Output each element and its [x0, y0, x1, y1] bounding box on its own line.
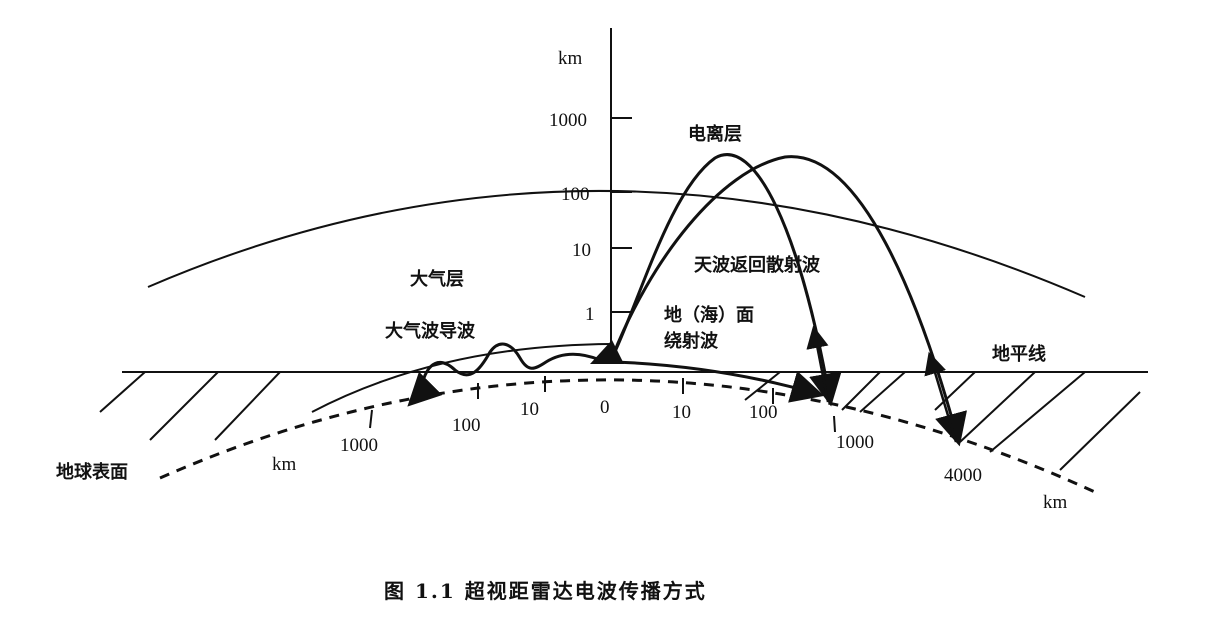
label-horizon: 地平线 — [992, 343, 1046, 365]
altitude-unit: km — [558, 48, 583, 69]
altitude-tick-1: 1 — [585, 304, 595, 325]
altitude-ticks — [611, 117, 632, 313]
label-earth-surface: 地球表面 — [56, 461, 128, 483]
ground-hatching — [99, 371, 1141, 471]
altitude-tick-10: 10 — [572, 240, 591, 261]
label-skywave: 天波返回散射波 — [694, 254, 821, 276]
altitude-tick-1000: 1000 — [549, 110, 587, 131]
backscatter-return-1 — [806, 325, 830, 403]
skywave-path-1 — [610, 153, 842, 407]
ground-wave-path — [614, 360, 825, 403]
range-tick-center-0: 0 — [600, 397, 610, 418]
label-atmosphere: 大气层 — [410, 268, 464, 290]
range-tick-left-10: 10 — [520, 399, 539, 420]
range-tick-right-100: 100 — [749, 402, 778, 423]
duct-upper-boundary — [311, 343, 613, 413]
range-tick-left-100: 100 — [452, 415, 481, 436]
duct-wave-path — [407, 342, 601, 407]
range-tick-right-10: 10 — [672, 402, 691, 423]
range-unit-left: km — [272, 454, 297, 475]
label-ground-wave-line2: 绕射波 — [664, 330, 719, 352]
range-tick-left-1000: 1000 — [340, 435, 378, 456]
backscatter-return-2 — [924, 351, 958, 443]
label-duct: 大气波导波 — [385, 320, 476, 342]
range-unit-right: km — [1043, 492, 1068, 513]
label-ground-wave-line1: 地（海）面 — [664, 304, 754, 326]
range-ticks — [369, 376, 836, 433]
atmosphere-boundary — [147, 190, 1086, 298]
skywave-path-2 — [610, 155, 968, 447]
altitude-tick-100: 100 — [561, 184, 590, 205]
radar-transmitter-icon — [590, 340, 624, 364]
figure-caption: 图 1.1 超视距雷达电波传播方式 — [384, 579, 707, 603]
label-ionosphere: 电离层 — [688, 123, 742, 145]
range-tick-right-4000: 4000 — [944, 465, 982, 486]
range-tick-right-1000: 1000 — [836, 432, 874, 453]
